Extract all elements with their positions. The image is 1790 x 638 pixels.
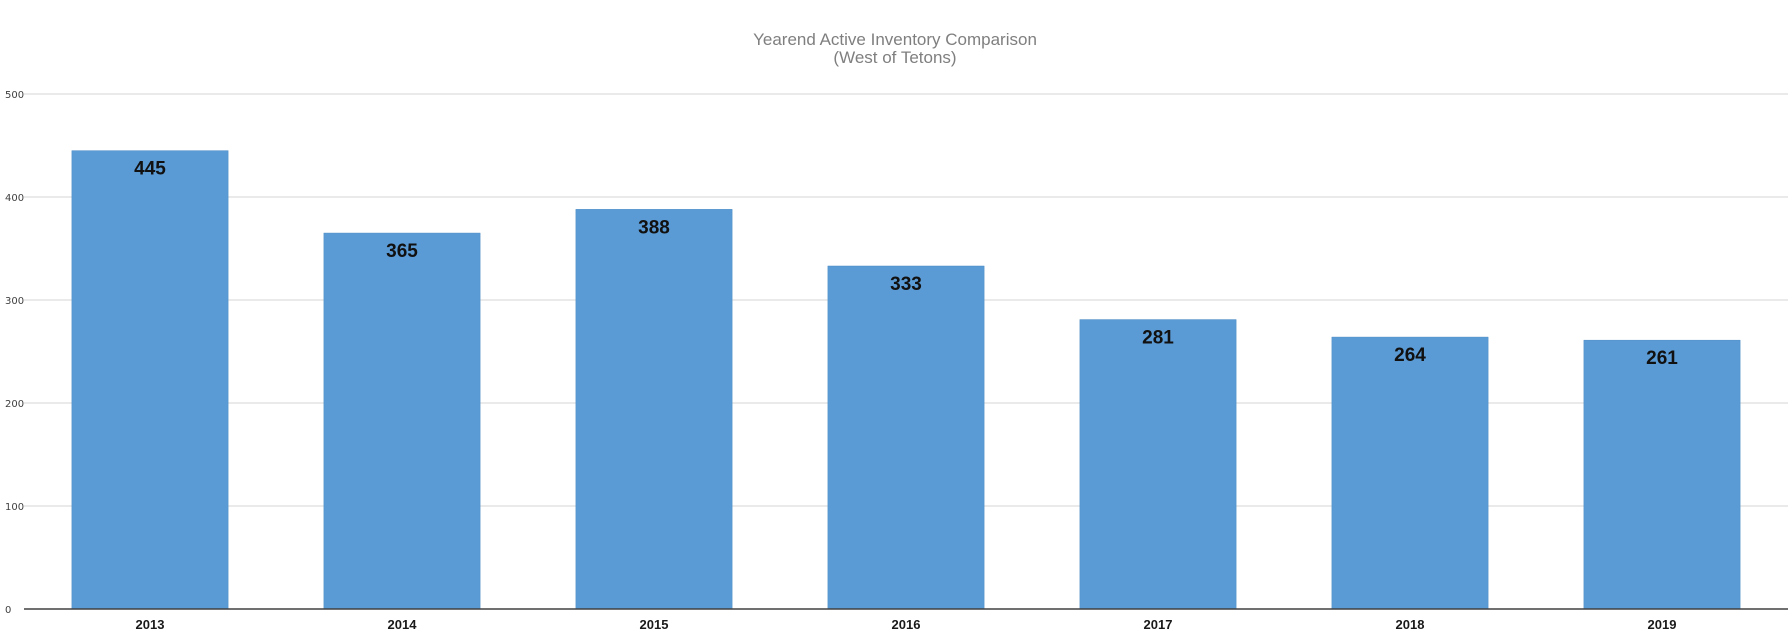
y-tick-label: 0 — [5, 605, 11, 616]
y-tick-label: 500 — [5, 90, 24, 101]
bar — [323, 232, 481, 610]
x-tick-label: 2016 — [892, 617, 921, 632]
x-tick-label: 2017 — [1144, 617, 1173, 632]
x-tick-label: 2015 — [640, 617, 669, 632]
x-axis-ticks: 2013 2014 2015 2016 2017 2018 2019 — [136, 617, 1677, 632]
chart-subtitle: (West of Tetons) — [833, 48, 956, 67]
data-label: 264 — [1394, 345, 1426, 366]
bar — [1583, 339, 1741, 610]
bars — [71, 150, 1741, 610]
data-label: 261 — [1646, 348, 1678, 369]
data-label: 333 — [890, 274, 922, 295]
bar — [575, 209, 733, 610]
data-label: 445 — [134, 159, 166, 180]
x-tick-label: 2014 — [388, 617, 418, 632]
y-axis-ticks: 0 100 200 300 400 500 — [5, 90, 24, 616]
y-tick-label: 300 — [5, 296, 24, 307]
bar — [827, 265, 985, 610]
data-label: 388 — [638, 217, 670, 238]
x-tick-label: 2013 — [136, 617, 165, 632]
chart-title: Yearend Active Inventory Comparison — [753, 30, 1037, 49]
y-tick-label: 100 — [5, 502, 24, 513]
y-tick-label: 400 — [5, 193, 24, 204]
bar — [1079, 319, 1237, 610]
bar — [1331, 336, 1489, 610]
x-tick-label: 2019 — [1648, 617, 1677, 632]
bar — [71, 150, 229, 610]
data-label: 365 — [386, 241, 418, 262]
x-tick-label: 2018 — [1396, 617, 1425, 632]
data-label: 281 — [1142, 328, 1174, 349]
y-tick-label: 200 — [5, 399, 24, 410]
data-labels: 445 365 388 333 281 264 261 — [134, 159, 1678, 370]
